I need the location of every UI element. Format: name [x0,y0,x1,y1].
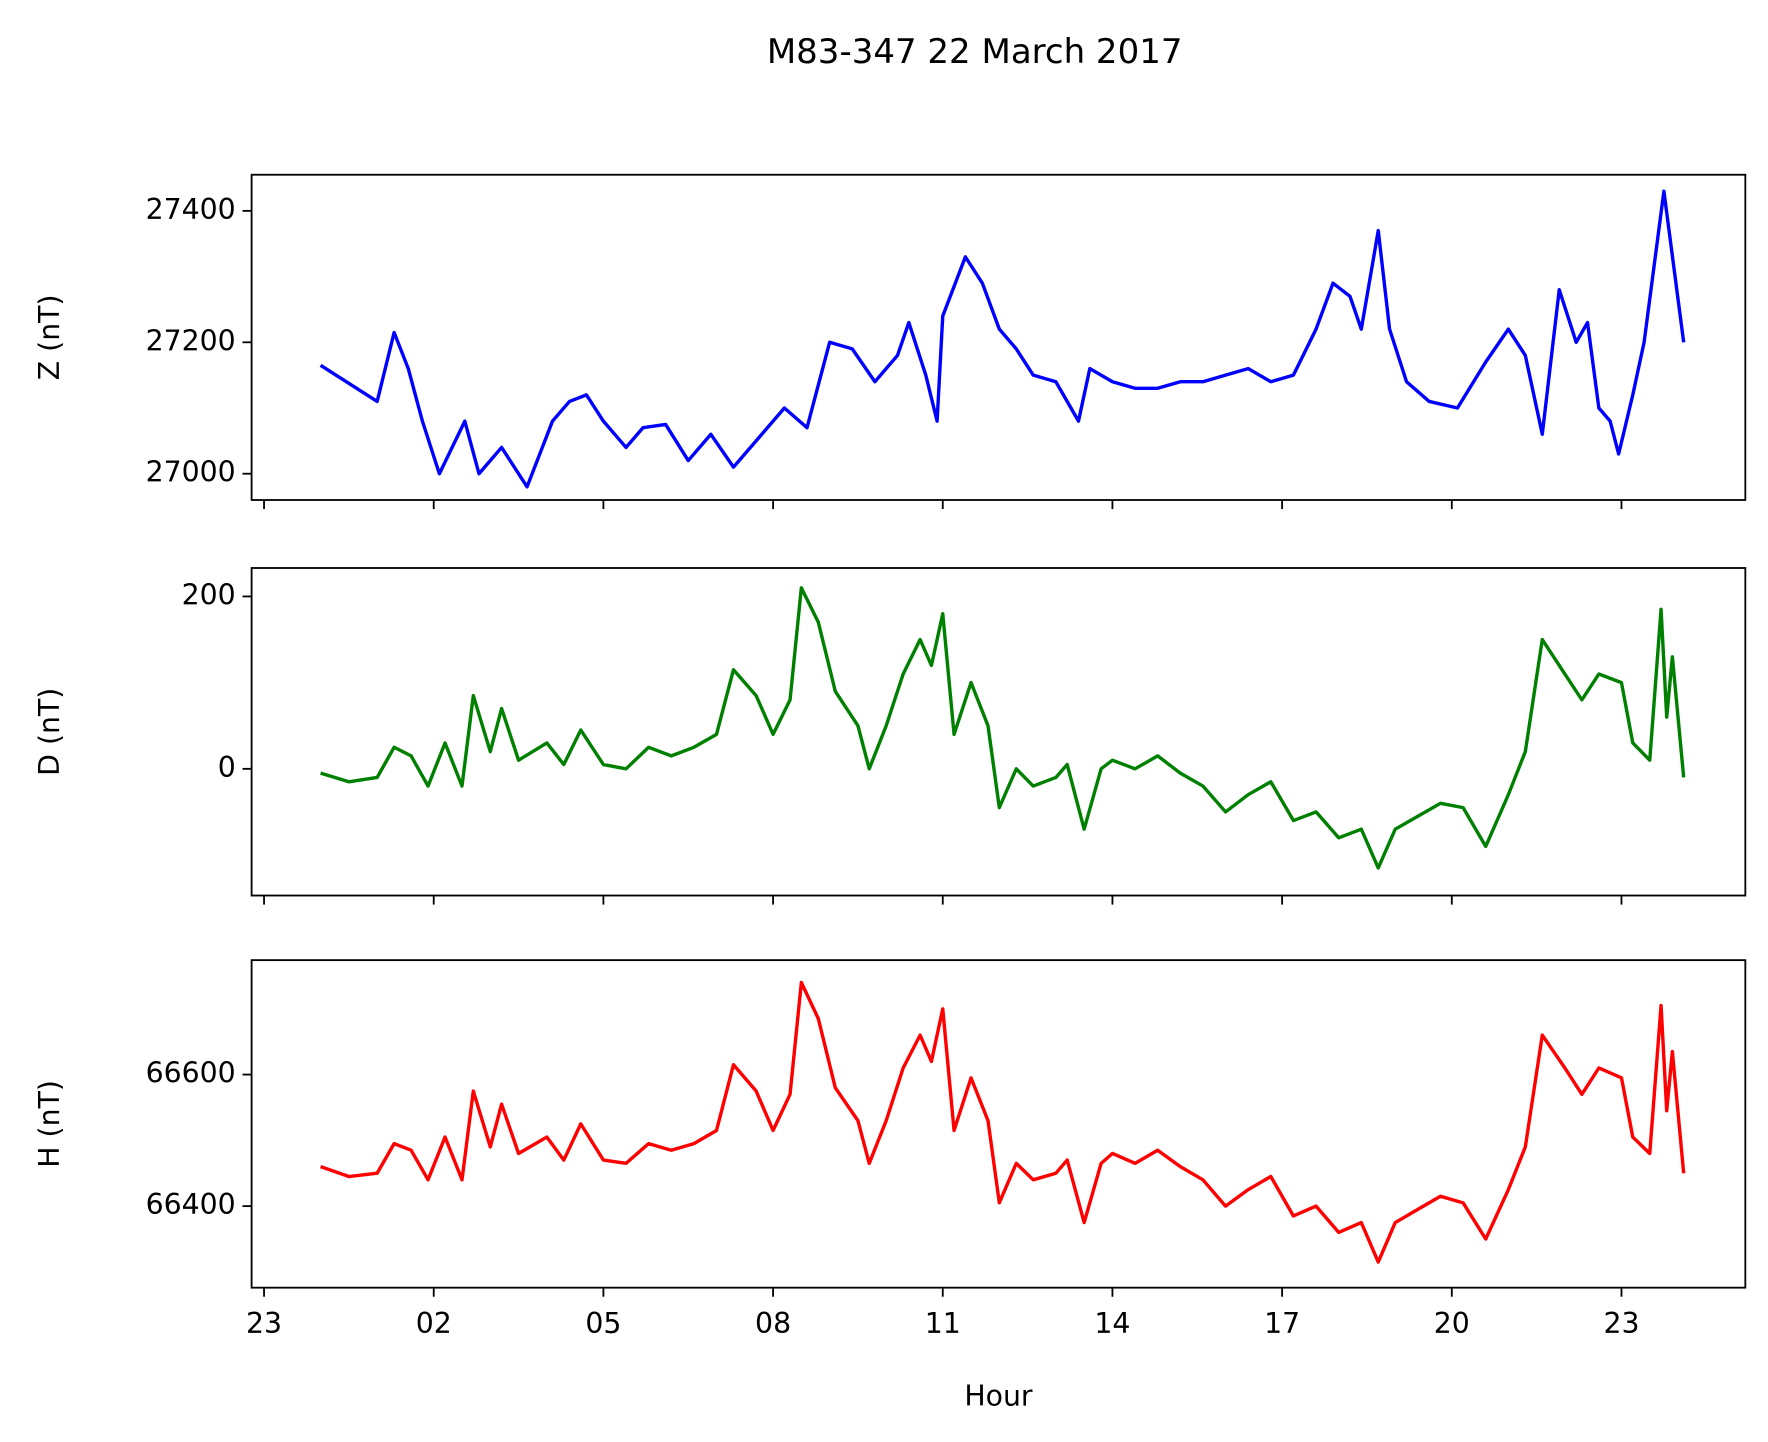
x-tick-label: 17 [1264,1307,1300,1340]
x-tick-label: 23 [246,1307,282,1340]
x-tick-label: 11 [925,1307,961,1340]
y-tick-label: 27400 [146,193,236,226]
x-tick-label: 08 [755,1307,791,1340]
x-tick-label: 23 [1603,1307,1639,1340]
x-tick-label: 02 [416,1307,452,1340]
data-line [320,586,1686,870]
data-line [319,189,1686,489]
data-line [320,980,1686,1264]
y-tick-label: 0 [218,751,236,784]
axes-frame [250,567,1747,897]
y-tick-label: 66600 [146,1057,236,1090]
x-tick-label: 20 [1434,1307,1470,1340]
y-axis-label: H (nT) [33,1080,66,1168]
y-axis-label: D (nT) [33,688,66,776]
figure-title: M83-347 22 March 2017 [767,32,1183,72]
axes-frame [250,959,1747,1289]
x-axis-label: Hour [964,1380,1033,1413]
x-tick-label: 05 [585,1307,621,1340]
y-axis-label: Z (nT) [33,294,66,380]
y-tick-label: 200 [182,578,236,611]
y-tick-label: 66400 [146,1188,236,1221]
y-tick-label: 27000 [146,456,236,489]
x-tick-label: 14 [1094,1307,1130,1340]
y-tick-label: 27200 [146,324,236,357]
axes-frame [250,173,1747,501]
